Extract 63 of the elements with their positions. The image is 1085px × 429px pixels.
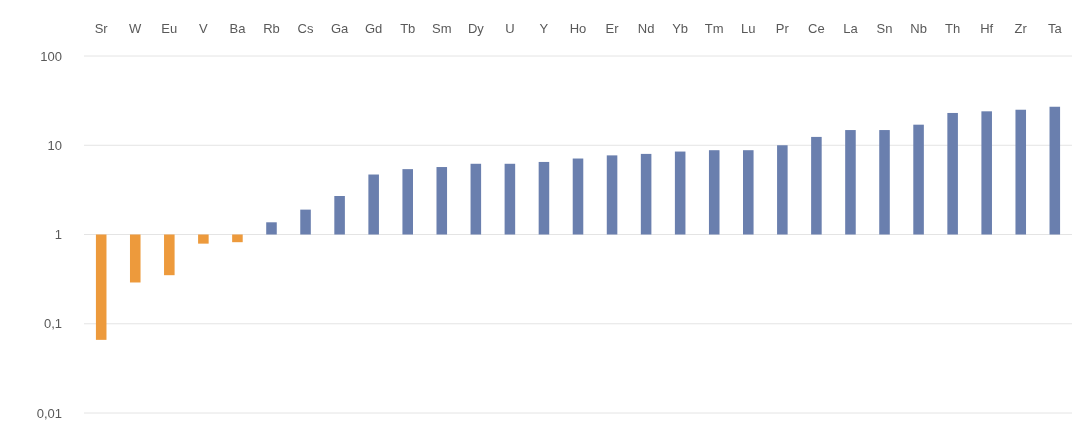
bar [470, 163, 482, 235]
x-tick-label: Th [945, 21, 961, 36]
bar [95, 234, 107, 340]
x-tick-label: V [199, 21, 209, 36]
x-tick-label: Hf [980, 21, 994, 36]
bar [538, 161, 550, 235]
x-tick-label: Pr [775, 21, 790, 36]
x-tick-label: Eu [161, 21, 178, 36]
x-tick-label: Cs [297, 21, 314, 36]
bar [1049, 106, 1061, 235]
bar [913, 124, 924, 235]
x-tick-label: Er [605, 21, 620, 36]
bar [572, 158, 584, 235]
bar [811, 136, 822, 235]
bar [606, 155, 618, 235]
y-tick-label: 0,01 [36, 405, 62, 421]
y-tick-label: 0,1 [43, 316, 62, 332]
y-tick-label: 1 [54, 227, 62, 243]
bar [232, 234, 243, 243]
x-tick-label: Lu [741, 21, 756, 36]
bar [947, 112, 958, 235]
bar [129, 234, 141, 283]
x-tick-label: Nd [637, 21, 655, 36]
x-tick-label: Tb [400, 21, 416, 36]
bar [300, 209, 311, 235]
x-tick-label: Nb [910, 21, 927, 36]
bar [402, 169, 413, 235]
x-tick-label: Ho [569, 21, 587, 36]
bar [1015, 109, 1027, 235]
y-tick-label: 10 [47, 137, 62, 153]
bar [674, 151, 686, 235]
bar [368, 174, 379, 235]
bar [640, 153, 652, 235]
x-tick-label: Gd [364, 21, 383, 36]
x-tick-label: Dy [467, 21, 485, 36]
x-tick-label: Sm [432, 21, 452, 36]
x-tick-label: Sr [94, 21, 109, 36]
x-tick-label: U [505, 21, 515, 36]
x-tick-label: La [843, 21, 859, 36]
x-tick-label: Yb [672, 21, 689, 36]
bar [164, 234, 175, 276]
bar [266, 222, 277, 235]
x-tick-label: Zr [1014, 21, 1028, 36]
y-tick-label: 100 [40, 48, 62, 64]
bar [708, 150, 720, 235]
x-tick-label: Ga [330, 21, 350, 36]
bar [504, 163, 516, 235]
x-tick-label: Ba [229, 21, 247, 36]
bar [436, 167, 448, 235]
bar [743, 150, 754, 235]
bar [777, 145, 788, 235]
x-tick-label: W [129, 21, 143, 36]
x-tick-label: Ce [808, 21, 825, 36]
bar [334, 196, 345, 235]
x-tick-label: Y [539, 21, 549, 36]
x-tick-label: Sn [876, 21, 893, 36]
x-tick-label: Rb [263, 21, 280, 36]
bar [879, 130, 890, 235]
bar [198, 234, 209, 244]
bar [981, 111, 992, 235]
bar [845, 130, 856, 235]
x-tick-label: Ta [1047, 21, 1063, 36]
x-tick-label: Tm [704, 21, 724, 36]
